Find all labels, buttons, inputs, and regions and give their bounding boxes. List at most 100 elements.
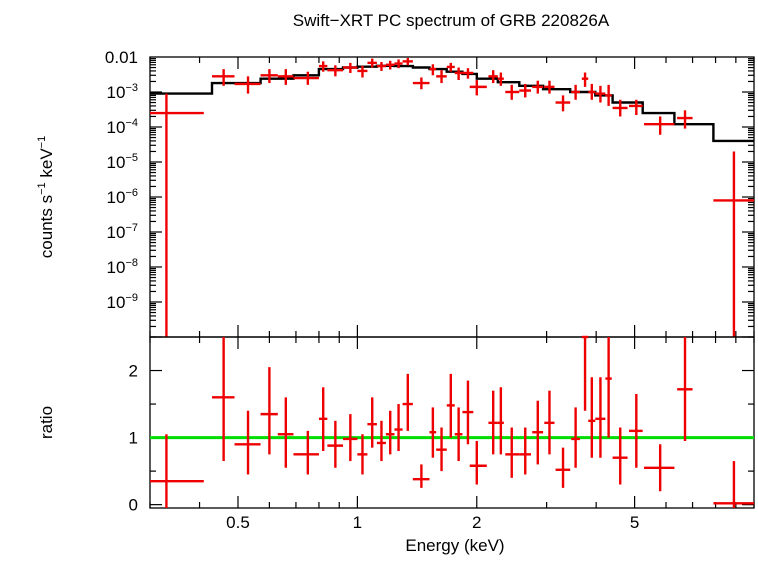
ratio-data-point — [469, 440, 487, 485]
ratio-data-point — [612, 427, 628, 485]
ratio-data-point — [581, 335, 589, 411]
spectrum-y-axis-label: counts s−1 keV−1 — [36, 136, 56, 258]
x-axis-label: Energy (keV) — [405, 536, 504, 555]
ratio-y-tick-label: 2 — [129, 362, 138, 381]
ratio-data-point — [357, 434, 368, 475]
ratio-data-point — [555, 447, 571, 488]
spectrum-data-point — [505, 84, 520, 100]
spectrum-data-point — [367, 58, 377, 68]
ratio-data-point — [532, 400, 544, 465]
spectrum-data-point — [612, 99, 628, 117]
ratio-data-point — [436, 427, 447, 472]
spectrum-data-point — [260, 69, 278, 84]
ratio-panel: 0 1 2 ratio — [37, 335, 755, 515]
spectrum-data-point — [497, 72, 504, 86]
x-tick-label: 5 — [630, 513, 639, 532]
spectrum-data-point — [544, 80, 555, 94]
ratio-data-point — [629, 394, 643, 468]
ratio-y-axis-label: ratio — [37, 406, 56, 439]
spectrum-data-point — [357, 65, 368, 78]
spectrum-data-point — [677, 110, 693, 129]
ratio-data-point — [488, 390, 498, 455]
x-tick-label: 2 — [472, 513, 481, 532]
x-tick-label: 1 — [353, 513, 362, 532]
ratio-data-point — [446, 373, 455, 438]
spectrum-data-point — [343, 62, 358, 73]
spectrum-data-point — [394, 59, 403, 69]
ratio-data-point — [212, 337, 235, 462]
ratio-data-point — [643, 444, 675, 492]
spectrum-data-point — [385, 60, 395, 70]
spectrum-y-tick-label: 10−8 — [107, 257, 138, 277]
ratio-frame — [149, 336, 755, 509]
spectrum-data-point — [488, 70, 498, 84]
ratio-data-point — [293, 430, 319, 475]
spectrum-data-point — [643, 116, 675, 135]
ratio-data-point — [429, 407, 437, 458]
spectrum-frame — [149, 56, 755, 338]
ratio-data-point — [394, 404, 403, 451]
spectrum-y-tick-label: 10−9 — [107, 292, 138, 312]
ratio-data-point — [277, 397, 294, 468]
ratio-data-point — [260, 367, 278, 455]
spectrum-data-point — [532, 80, 544, 94]
chart-title: Swift−XRT PC spectrum of GRB 220826A — [293, 11, 610, 30]
ratio-data-point — [343, 414, 358, 462]
spectrum-y-tick-label: 10−5 — [107, 152, 138, 172]
spectrum-data-point — [571, 84, 580, 100]
ratio-data-point — [376, 420, 386, 462]
ratio-data-point — [505, 427, 520, 478]
ratio-data-point — [385, 410, 395, 455]
spectrum-data-point — [555, 95, 571, 112]
spectrum-data-point — [605, 84, 612, 106]
ratio-data-point — [318, 387, 328, 451]
spectrum-data-point — [234, 76, 261, 94]
ratio-data-point — [605, 337, 612, 438]
ratio-data-point — [571, 407, 580, 468]
ratio-data-point — [402, 373, 413, 431]
spectrum-data-point — [327, 65, 344, 77]
spectrum-data-point — [469, 80, 487, 96]
spectrum-data-point — [588, 83, 596, 100]
spectrum-data-point — [376, 61, 386, 71]
spectrum-y-tick-label: 0.01 — [105, 48, 138, 67]
spectrum-data-point — [595, 85, 606, 103]
spectrum-y-tick-label: 10−3 — [107, 82, 138, 102]
spectrum-data-point — [212, 69, 235, 86]
ratio-data-point — [150, 434, 204, 508]
ratio-data-point — [367, 397, 377, 448]
spectrum-data-point — [150, 93, 204, 337]
spectrum-model-line — [150, 64, 754, 143]
spectrum-data-point — [629, 99, 643, 116]
ratio-data-point — [454, 407, 463, 462]
spectrum-data-point — [581, 72, 589, 87]
spectrum-data-point — [412, 77, 430, 90]
spectrum-panel: 0.01 10−3 10−4 10−5 10−6 10−7 10−8 10−9 counts s… — [36, 48, 755, 338]
spectrum-data-point — [318, 61, 328, 72]
ratio-data-point — [327, 420, 344, 468]
spectrum-y-tick-label: 10−6 — [107, 187, 138, 207]
spectrum-data-point — [436, 70, 447, 84]
ratio-data-point — [412, 464, 430, 488]
spectrum-data-point — [446, 62, 455, 72]
ratio-data-point — [588, 377, 596, 458]
spectrum-y-tick-label: 10−4 — [107, 117, 138, 137]
x-tick-label: 0.5 — [226, 513, 250, 532]
spectrum-data-point — [462, 68, 474, 79]
ratio-data-point — [713, 461, 754, 508]
ratio-data-point — [677, 337, 693, 441]
ratio-y-tick-label: 1 — [129, 429, 138, 448]
ratio-data-point — [462, 380, 474, 445]
spectrum-data-point — [293, 71, 319, 85]
ratio-y-tick-label: 0 — [129, 496, 138, 515]
spectrum-data-point — [713, 151, 754, 337]
spectrum-data-point — [429, 64, 437, 76]
ratio-data-point — [519, 427, 532, 475]
ratio-data-point — [234, 410, 261, 475]
spectrum-data-point — [454, 67, 463, 81]
ratio-data-point — [595, 377, 606, 458]
ratio-data-point — [497, 387, 504, 455]
spectrum-data-point — [402, 57, 413, 66]
